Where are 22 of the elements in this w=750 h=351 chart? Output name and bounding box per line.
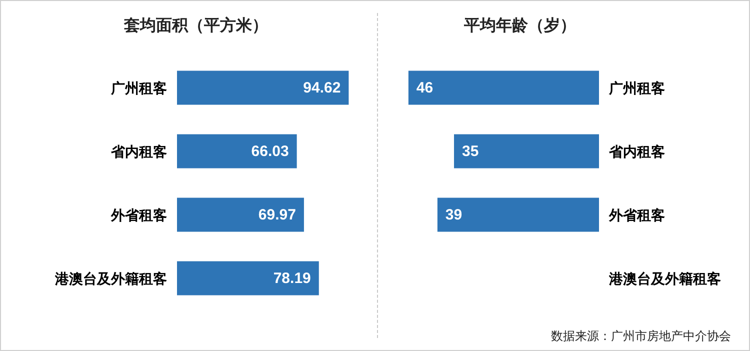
bar	[177, 198, 304, 232]
source-note: 数据来源：广州市房地产中介协会	[551, 329, 731, 343]
data-label: 78.19	[273, 270, 311, 287]
bar	[177, 70, 349, 105]
chart-title: 平均年龄（岁）	[463, 16, 576, 34]
y-tick-label: 广州租客	[608, 80, 665, 96]
y-tick-label: 港澳台及外籍租客	[54, 270, 167, 286]
y-tick-label: 省内租客	[110, 143, 167, 160]
data-label: 69.97	[258, 206, 296, 224]
data-label: 39	[445, 206, 462, 224]
y-tick-label: 港澳台及外籍租客	[608, 270, 721, 286]
data-label: 35	[462, 142, 479, 160]
y-tick-label: 广州租客	[110, 80, 167, 96]
bar	[177, 134, 297, 168]
chart-title: 套均面积（平方米）	[123, 16, 268, 34]
bar	[177, 261, 319, 296]
y-tick-label: 外省租客	[608, 206, 665, 223]
data-label: 66.03	[251, 142, 289, 160]
y-tick-label: 外省租客	[110, 206, 167, 223]
y-tick-label: 省内租客	[608, 143, 665, 160]
data-label: 46	[416, 79, 434, 96]
data-label: 94.62	[303, 79, 341, 96]
